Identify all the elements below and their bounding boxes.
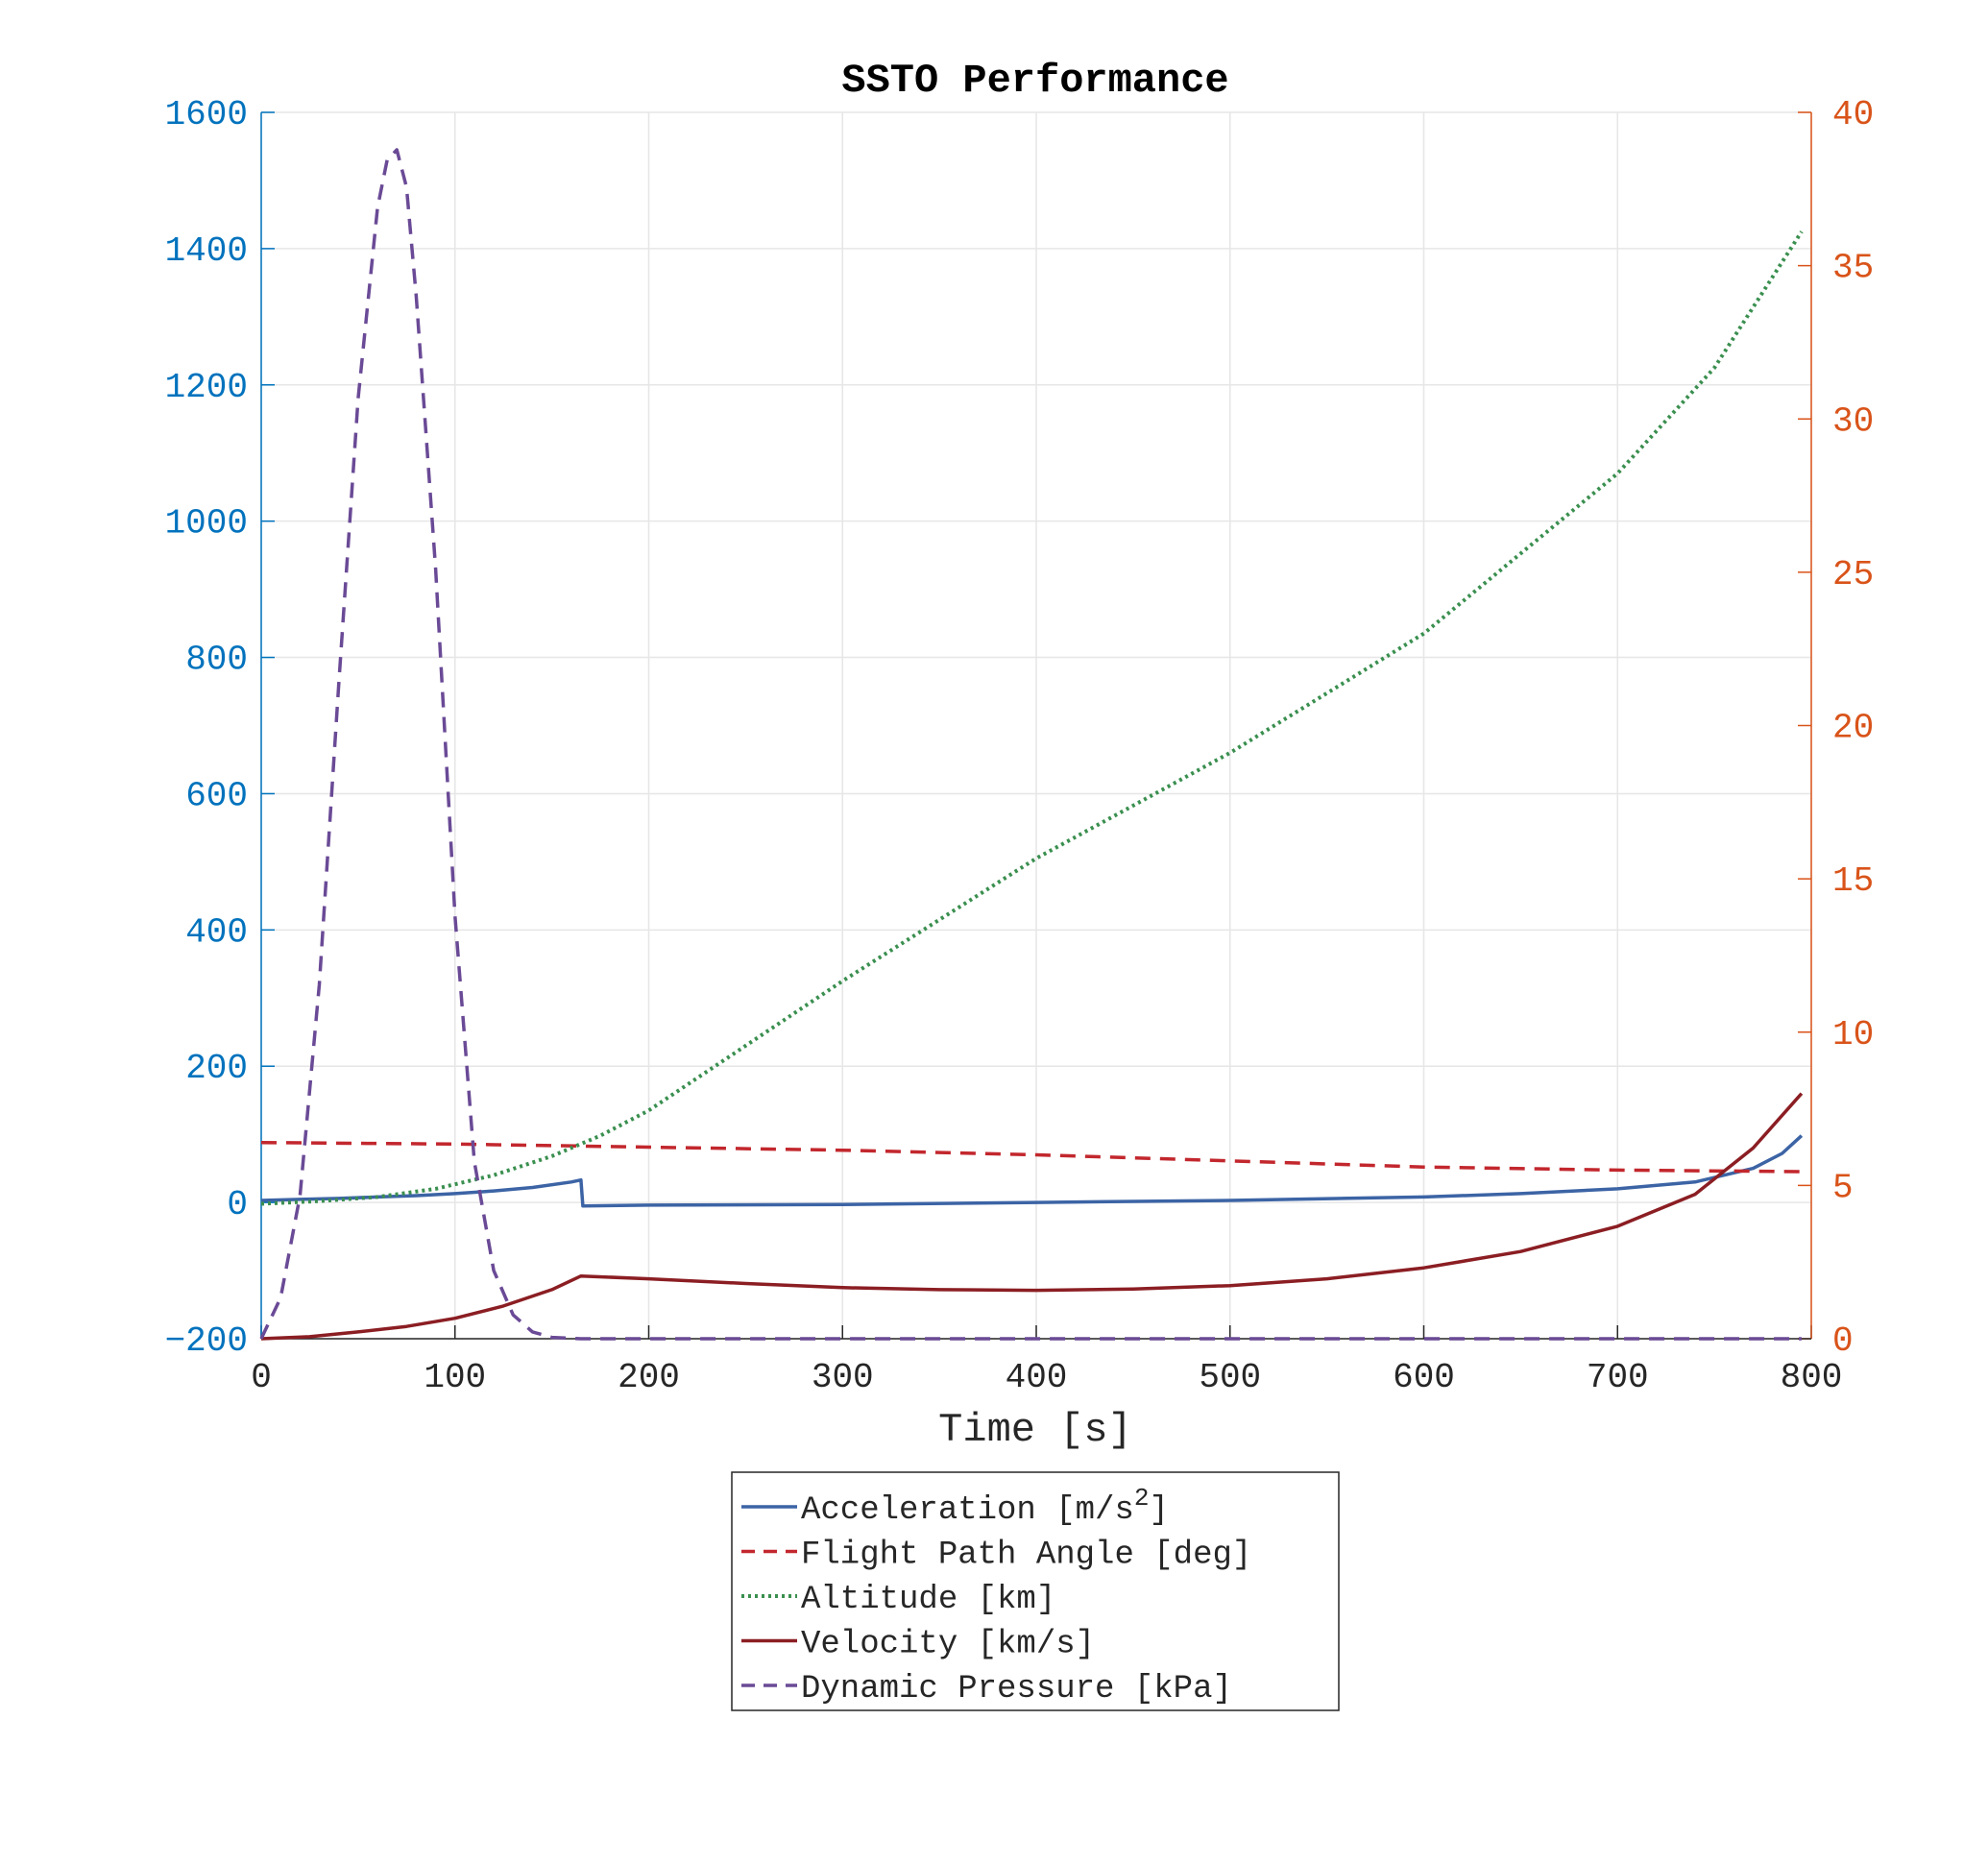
- y-left-tick-label: 800: [185, 641, 248, 680]
- legend-label-altitude: Altitude [km]: [801, 1582, 1055, 1618]
- y-right-tick-label: 30: [1832, 401, 1874, 441]
- y-right-tick-label: 35: [1832, 249, 1874, 288]
- velocity-line: [260, 1092, 1804, 1341]
- x-tick-label: 500: [1199, 1358, 1261, 1397]
- x-tick-label: 600: [1393, 1358, 1455, 1397]
- y-left-tick-label: 400: [185, 912, 248, 952]
- dynamic-pressure-line: [259, 148, 1802, 1341]
- legend-label-acceleration: Acceleration [m/s2]: [801, 1484, 1169, 1529]
- legend-label-dynamic-pressure: Dynamic Pressure [kPa]: [801, 1671, 1232, 1708]
- y-left-tick-label: 1400: [165, 231, 248, 271]
- x-tick-label: 800: [1781, 1358, 1843, 1397]
- acceleration-line: [260, 1134, 1804, 1208]
- flight-path-angle-line: [260, 1140, 1802, 1174]
- y-left-tick-label: 1600: [165, 95, 248, 134]
- y-left-tick-label: 1000: [165, 504, 248, 544]
- legend-label-velocity: Velocity [km/s]: [801, 1627, 1095, 1663]
- y-right-tick-label: 20: [1832, 709, 1874, 748]
- x-tick-label: 100: [424, 1358, 486, 1397]
- y-left-tick-label: 200: [185, 1049, 248, 1088]
- altitude-line: [260, 230, 1804, 1206]
- x-tick-label: 400: [1006, 1358, 1068, 1397]
- x-tick-label: 700: [1587, 1358, 1649, 1397]
- x-tick-label: 0: [251, 1358, 272, 1397]
- tick-labels: 0 100 200 300 400 500 600 700 800−20002004006008…: [165, 95, 1875, 1397]
- chart-title: SSTO Performance: [841, 58, 1228, 104]
- y-right-tick-label: 15: [1832, 861, 1874, 901]
- y-left-tick-label: 0: [227, 1185, 248, 1224]
- y-right-tick-label: 0: [1832, 1321, 1854, 1361]
- series-lines: [259, 148, 1804, 1341]
- y-right-tick-label: 10: [1832, 1015, 1874, 1054]
- x-axis-label: Time [s]: [938, 1407, 1132, 1453]
- legend: Acceleration [m/s2] Flight Path Angle [de…: [731, 1471, 1340, 1711]
- y-left-tick-label: 1200: [165, 368, 248, 407]
- y-right-tick-label: 5: [1832, 1168, 1854, 1207]
- x-tick-label: 200: [618, 1358, 680, 1397]
- legend-box: [731, 1471, 1340, 1711]
- legend-label-flight-path-angle: Flight Path Angle [deg]: [801, 1538, 1251, 1574]
- y-left-tick-label: −200: [165, 1321, 248, 1361]
- y-right-tick-label: 25: [1832, 555, 1874, 594]
- x-tick-label: 300: [812, 1358, 874, 1397]
- y-left-tick-label: 600: [185, 776, 248, 815]
- y-right-tick-label: 40: [1832, 95, 1874, 134]
